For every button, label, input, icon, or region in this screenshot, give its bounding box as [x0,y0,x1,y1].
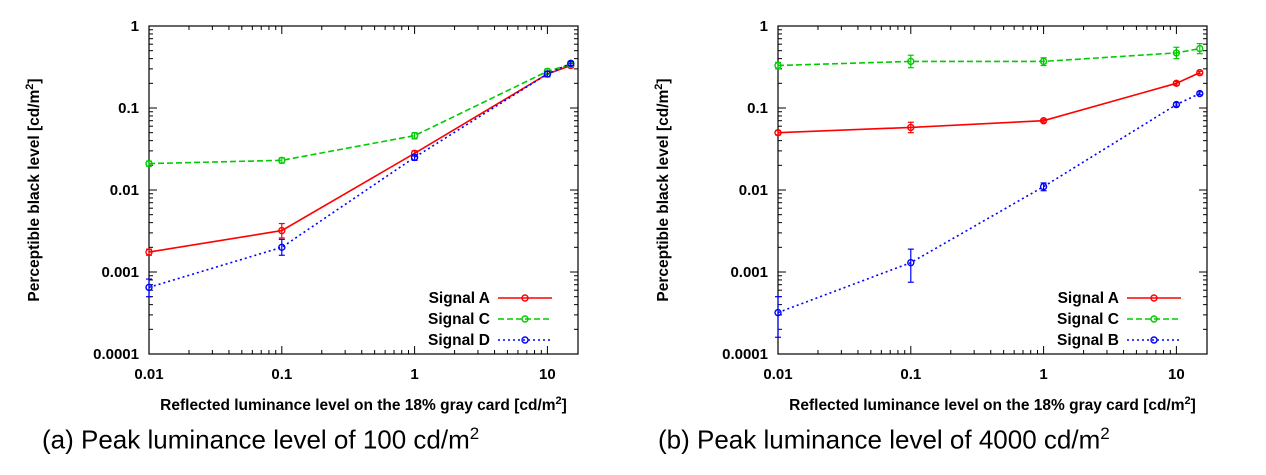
plot-frame [148,25,579,355]
x-tick-label: 10 [1168,366,1185,383]
x-tick-label: 0.1 [900,366,921,383]
data-point [410,131,419,140]
data-point [410,153,419,162]
legend-swatch-marker [1150,336,1158,344]
x-tick-label: 0.01 [763,366,792,383]
legend-label: Signal A [1058,290,1119,307]
data-point [774,308,782,317]
data-point [1172,49,1181,57]
series-signal-a [145,61,575,256]
data-point [1039,117,1048,125]
series-line [777,92,1201,314]
data-point [1039,182,1048,191]
legend-label: Signal A [429,290,490,307]
y-axis-label: Perceptible black level [cd/m2] [653,78,672,301]
y-tick-label: 0.1 [747,100,768,117]
y-tick-label: 1 [131,18,139,35]
legend-swatch-marker [521,315,529,323]
data-point [907,123,915,132]
series-line [777,71,1201,134]
data-point [1196,44,1204,53]
y-axis-label: Perceptible black level [cd/m2] [24,78,43,301]
data-point [774,128,782,137]
x-tick-label: 10 [539,366,556,383]
data-point [278,156,286,165]
series-line [148,64,572,253]
y-tick-label: 0.001 [101,264,139,281]
caption-b: (b) Peak luminance level of 4000 cd/m2 [658,424,1110,455]
chart-a: 0.01 0.1 1 10 0.0001 0.001 0.01 0.1 1 Reflected l… [24,18,579,414]
x-tick-label: 0.01 [134,366,163,383]
data-point [278,243,286,252]
y-tick-label: 0.0001 [722,346,768,363]
x-axis-label: Reflected luminance level on the 18% gra… [789,395,1196,414]
plot-frame [777,25,1208,355]
data-point [1172,79,1181,88]
y-tick-label: 0.001 [730,264,768,281]
series-signal-a [774,68,1204,137]
data-point [145,248,153,256]
data-point [907,57,915,66]
legend-swatch-marker [1150,315,1158,323]
legend-label: Signal C [428,311,490,328]
series-signal-c [774,43,1204,70]
legend-swatch-marker [521,294,529,302]
x-tick-label: 0.1 [271,366,292,383]
series-signal-c [145,60,575,168]
data-point [145,159,153,168]
series-signal-d [145,59,575,298]
data-point [145,283,153,292]
data-point [1039,57,1048,66]
caption-a: (a) Peak luminance level of 100 cd/m2 [42,424,480,455]
data-point [774,61,782,70]
series-line [777,47,1200,67]
y-tick-label: 0.01 [739,182,768,199]
y-tick-label: 0.0001 [93,346,139,363]
y-tick-label: 0.01 [110,182,139,199]
x-axis-label: Reflected luminance level on the 18% gra… [160,395,567,414]
legend-label: Signal C [1057,311,1119,328]
y-tick-label: 0.1 [118,100,139,117]
data-point [543,70,552,78]
data-point [1196,89,1204,98]
y-tick-label: 1 [760,18,768,35]
legend-label: Signal B [1057,332,1119,349]
data-point [907,258,915,267]
x-tick-label: 1 [1039,366,1047,383]
data-point [1196,68,1204,77]
chart-b: 0.01 0.1 1 10 0.0001 0.001 0.01 0.1 1 Reflected l… [653,18,1208,414]
x-tick-label: 1 [410,366,418,383]
data-point [1172,100,1181,109]
data-point [278,226,286,235]
series-line [148,63,572,165]
legend-label: Signal D [428,332,490,349]
legend-swatch-marker [521,336,529,344]
data-point [567,59,575,68]
series-signal-b [774,89,1204,338]
legend-swatch-marker [1150,294,1158,302]
